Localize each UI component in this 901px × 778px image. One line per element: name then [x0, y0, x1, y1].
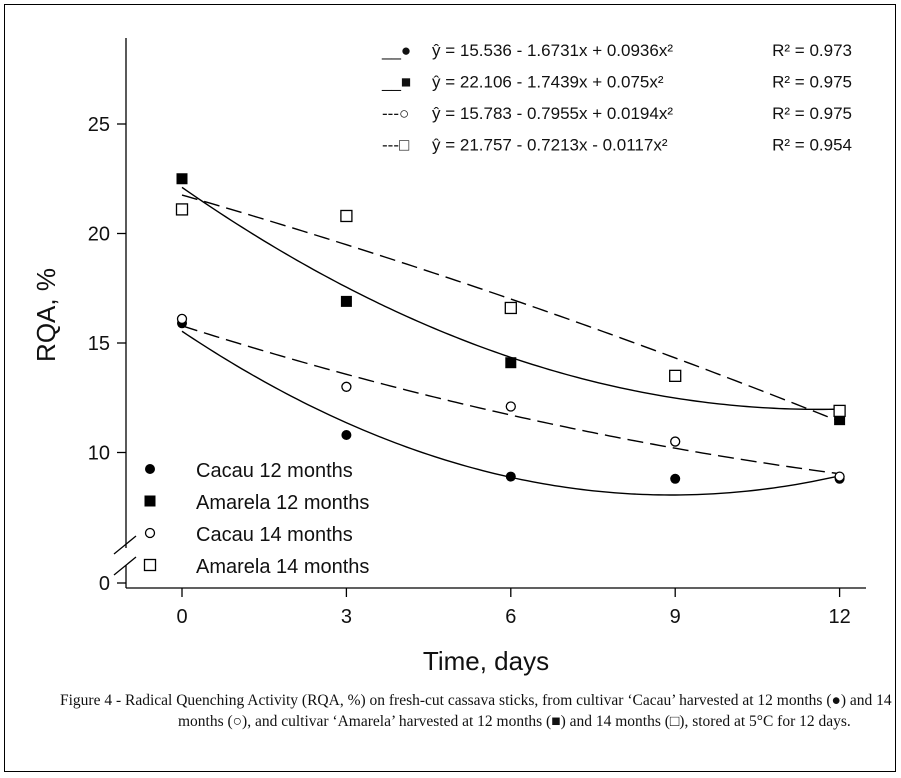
- data-point: [834, 471, 845, 482]
- y-tick-label: 25: [88, 114, 110, 136]
- caption-text: Radical Quenching Activity (RQA, %) on f…: [125, 692, 892, 730]
- equation-key: ---○: [382, 104, 409, 123]
- legend: Cacau 12 months Amarela 12 months Cacau 14…: [143, 460, 369, 578]
- data-point: [175, 203, 189, 216]
- x-tick-label: 6: [505, 606, 516, 628]
- r-squared: R² = 0.975: [772, 73, 852, 92]
- r-squared: R² = 0.975: [772, 104, 852, 123]
- x-axis-label: Time, days: [423, 646, 549, 676]
- equation-key: __■: [381, 73, 411, 92]
- fit-curve-amarela-14-months: [181, 194, 840, 423]
- figure-frame: [4, 4, 896, 772]
- fit-curve-amarela-12-months: [181, 186, 840, 411]
- y-tick-label: 15: [88, 333, 110, 355]
- data-point: [670, 473, 681, 484]
- legend-marker: [143, 558, 157, 572]
- data-point: [670, 436, 681, 447]
- legend-marker: [145, 464, 155, 474]
- legend-label: Cacau 12 months: [196, 460, 353, 482]
- equations: __● ŷ = 15.536 - 1.6731x + 0.0936x² R² = 0…: [381, 41, 852, 155]
- y-tick-label: 10: [88, 443, 110, 465]
- equation-key: ---□: [382, 136, 409, 155]
- caption-label: Figure 4 -: [60, 692, 126, 709]
- data-point: [834, 414, 846, 426]
- data-point: [176, 313, 188, 325]
- legend-label: Amarela 12 months: [196, 492, 369, 514]
- legend-marker: [144, 527, 156, 539]
- data-point: [505, 471, 516, 482]
- x-tick-label: 3: [341, 606, 352, 628]
- data-point: [176, 173, 188, 185]
- y-tick-label: 20: [88, 224, 110, 246]
- axis-break-mark: [113, 535, 137, 555]
- x-tick-label: 12: [828, 606, 850, 628]
- data-point: [340, 209, 353, 223]
- fit-curves: [181, 186, 840, 496]
- equation-text: ŷ = 22.106 - 1.7439x + 0.075x²: [432, 73, 664, 92]
- data-point: [504, 301, 517, 315]
- data-point: [341, 381, 352, 392]
- r-squared: R² = 0.954: [772, 136, 852, 155]
- y-axis-label: RQA, %: [31, 268, 61, 362]
- equation-text: ŷ = 21.757 - 0.7213x - 0.0117x²: [432, 136, 668, 155]
- r-squared: R² = 0.973: [772, 41, 852, 60]
- equation-key: __●: [381, 41, 411, 60]
- data-point: [340, 295, 352, 307]
- axis-break-mark: [113, 556, 137, 576]
- legend-label: Amarela 14 months: [196, 556, 369, 578]
- axes: 0 10 15 20 25 0 3 6 9 12: [88, 38, 866, 628]
- equation-text: ŷ = 15.536 - 1.6731x + 0.0936x²: [432, 41, 673, 60]
- fit-curve-cacau-14-months: [181, 325, 840, 475]
- figure-caption: Figure 4 - Radical Quenching Activity (R…: [60, 690, 901, 732]
- legend-label: Cacau 14 months: [196, 524, 353, 546]
- y-tick-label: 0: [99, 573, 110, 595]
- data-point: [505, 357, 517, 369]
- data-points: [175, 173, 846, 484]
- data-point: [341, 429, 352, 440]
- equation-text: ŷ = 15.783 - 0.7955x + 0.0194x²: [432, 104, 673, 123]
- x-tick-label: 0: [176, 606, 187, 628]
- x-tick-label: 9: [670, 606, 681, 628]
- data-point: [833, 404, 846, 418]
- data-point: [505, 401, 516, 412]
- data-point: [669, 369, 682, 383]
- legend-marker: [144, 495, 156, 507]
